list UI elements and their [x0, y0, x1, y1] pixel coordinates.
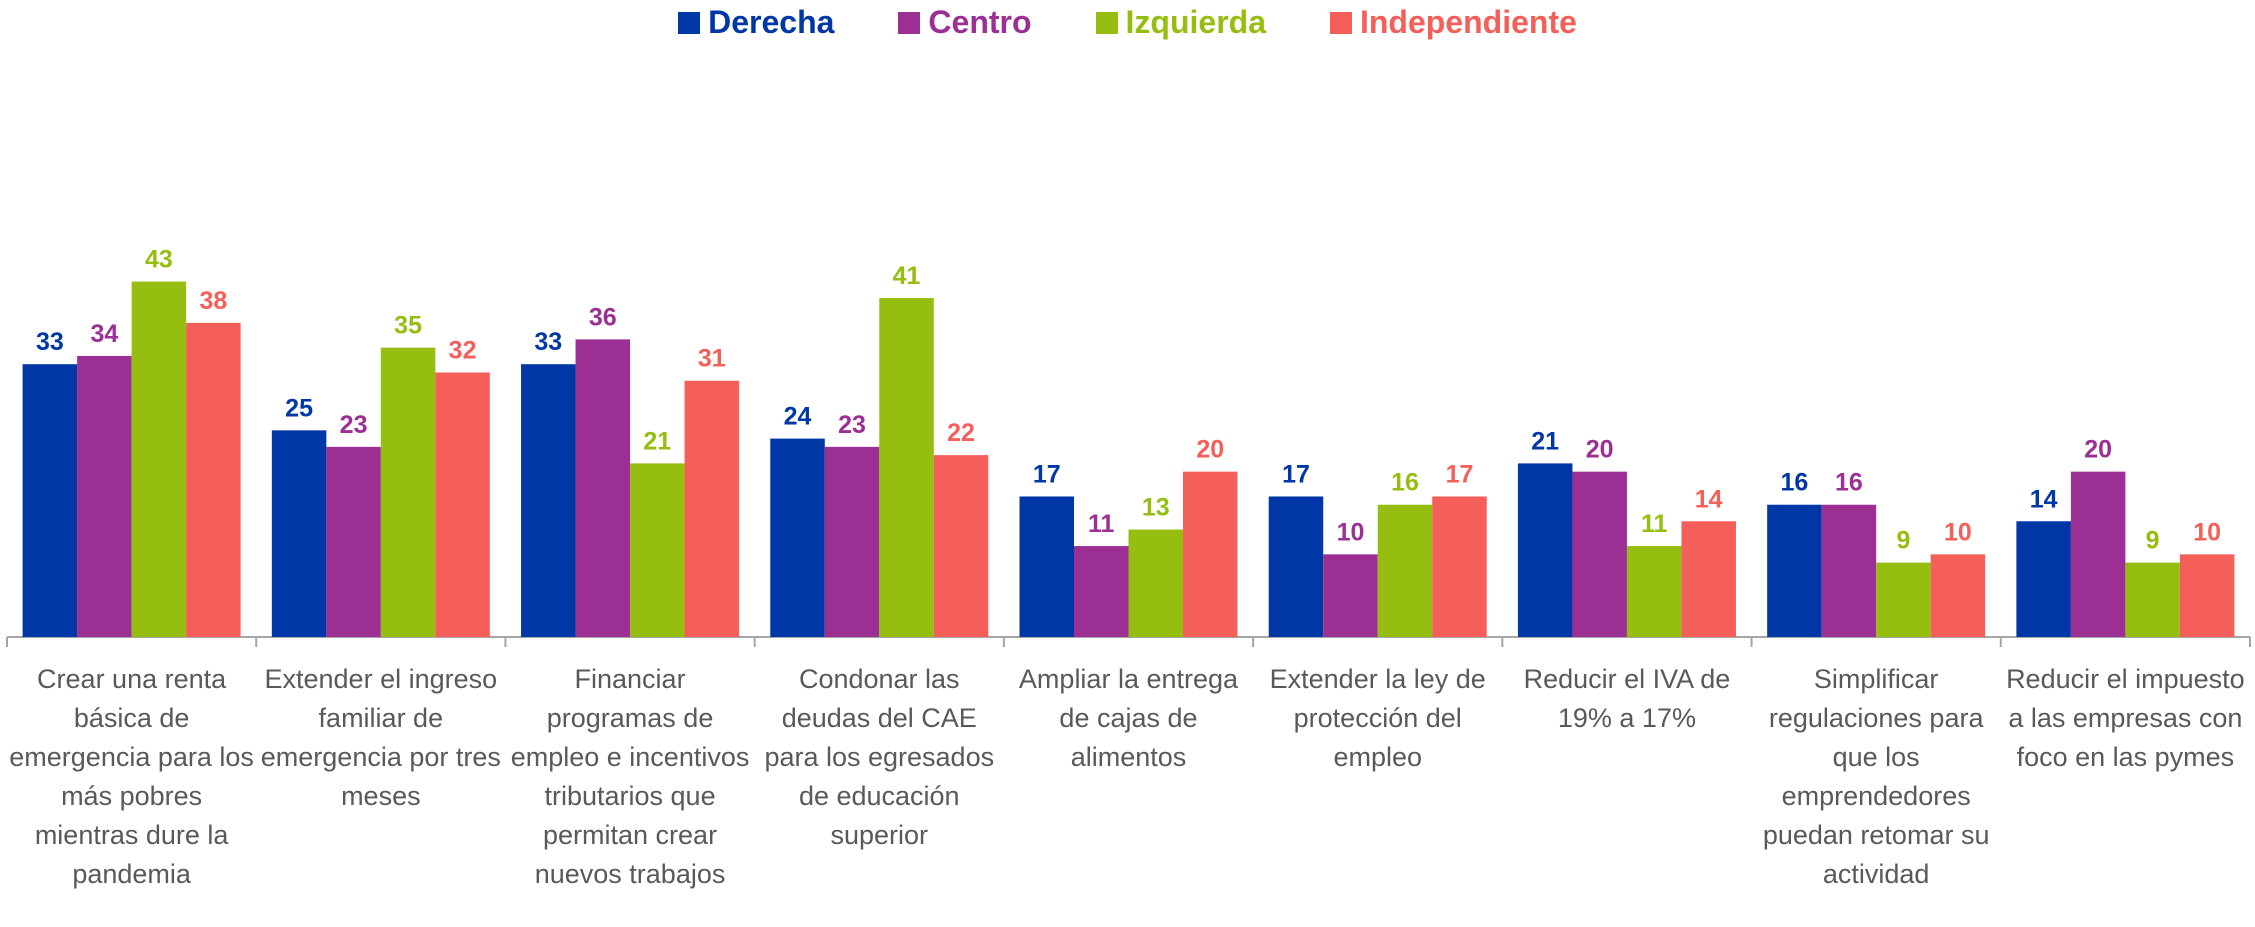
x-tick-label: Ampliar la entrega de cajas de alimentos	[1018, 664, 1239, 772]
bar	[1128, 529, 1183, 637]
data-label: 21	[643, 427, 671, 455]
bar	[435, 372, 490, 637]
data-label: 16	[1391, 469, 1419, 497]
bar	[380, 347, 436, 637]
bar	[1323, 554, 1378, 637]
bar	[1268, 496, 1324, 637]
data-label: 31	[698, 345, 726, 373]
bar	[575, 339, 631, 637]
legend-swatch	[678, 11, 701, 34]
x-tick-label: Crear una renta básica de emergencia par…	[9, 664, 254, 889]
data-label: 33	[534, 328, 562, 356]
bar	[22, 364, 78, 637]
data-label: 32	[449, 336, 477, 364]
legend-item: Derecha	[678, 4, 834, 41]
bar	[1626, 546, 1682, 637]
bar	[2016, 521, 2071, 637]
legend-label: Izquierda	[1125, 4, 1266, 40]
data-label: 14	[2030, 485, 2058, 513]
data-label: 17	[1033, 460, 1061, 488]
legend: Derecha Centro Izquierda Independiente	[0, 4, 2255, 41]
bar	[1074, 546, 1129, 637]
data-label: 22	[947, 419, 975, 447]
x-tick-label: Financiar programas de empleo e incentiv…	[510, 664, 750, 889]
data-label: 23	[838, 411, 866, 439]
data-label: 33	[36, 328, 64, 356]
bar	[824, 446, 880, 637]
legend-item: Independiente	[1329, 4, 1577, 41]
data-label: 20	[1586, 436, 1614, 464]
bar	[1681, 521, 1736, 637]
bar	[1377, 504, 1433, 637]
data-label: 17	[1446, 460, 1474, 488]
data-label: 10	[1337, 518, 1365, 546]
legend-label: Derecha	[708, 4, 835, 40]
bar	[2125, 562, 2180, 637]
bar	[1821, 504, 1877, 637]
bar	[630, 463, 685, 637]
data-label: 11	[1088, 510, 1115, 538]
x-tick-label: Extender el ingreso familiar de emergenc…	[260, 664, 501, 811]
legend-swatch	[1095, 11, 1118, 34]
bar	[770, 438, 825, 637]
bar	[521, 364, 576, 637]
x-tick-label: Simplificar regulaciones para que los em…	[1762, 664, 1990, 889]
data-label: 43	[145, 246, 173, 274]
data-label: 10	[2193, 518, 2221, 546]
bar	[2070, 471, 2126, 637]
data-label: 14	[1695, 485, 1723, 513]
x-tick-label: Condonar las deudas del CAE para los egr…	[764, 664, 995, 850]
bar	[1767, 504, 1822, 637]
data-label: 20	[2084, 436, 2112, 464]
data-label: 9	[1896, 527, 1910, 555]
bar	[2179, 554, 2235, 637]
bar	[1517, 463, 1573, 637]
data-label: 11	[1641, 510, 1668, 538]
legend-label: Centro	[928, 4, 1032, 40]
legend-item: Izquierda	[1095, 4, 1266, 41]
data-label: 35	[394, 312, 422, 340]
data-label: 17	[1282, 460, 1310, 488]
data-label: 13	[1142, 494, 1170, 522]
legend-swatch	[1329, 11, 1352, 34]
bar	[1019, 496, 1074, 637]
bar	[186, 322, 241, 637]
bar	[1876, 562, 1931, 637]
bar	[933, 455, 989, 637]
bar	[879, 298, 934, 637]
legend-swatch	[898, 11, 921, 34]
data-label: 20	[1196, 436, 1224, 464]
bar	[131, 281, 187, 637]
data-label: 34	[90, 320, 118, 348]
data-label: 10	[1944, 518, 1972, 546]
data-label: 16	[1781, 469, 1809, 497]
data-label: 21	[1531, 427, 1559, 455]
bar	[684, 380, 740, 637]
bar	[77, 355, 132, 637]
legend-item: Centro	[898, 4, 1032, 41]
data-label: 36	[589, 303, 617, 331]
data-label: 41	[893, 262, 921, 290]
bar	[1930, 554, 1986, 637]
bar	[271, 430, 327, 637]
data-label: 9	[2146, 527, 2160, 555]
bar	[326, 446, 381, 637]
x-tick-label: Reducir el impuesto a las empresas con f…	[2006, 664, 2245, 772]
data-label: 38	[199, 287, 227, 315]
x-tick-label: Extender la ley de protección del empleo	[1269, 664, 1486, 772]
data-label: 23	[340, 411, 368, 439]
data-label: 24	[784, 403, 812, 431]
x-tick-label: Reducir el IVA de 19% a 17%	[1523, 664, 1731, 733]
legend-label: Independiente	[1359, 4, 1577, 40]
data-label: 16	[1835, 469, 1863, 497]
bar	[1183, 471, 1238, 637]
bar	[1572, 471, 1627, 637]
data-label: 25	[285, 394, 313, 422]
bar	[1432, 496, 1487, 637]
